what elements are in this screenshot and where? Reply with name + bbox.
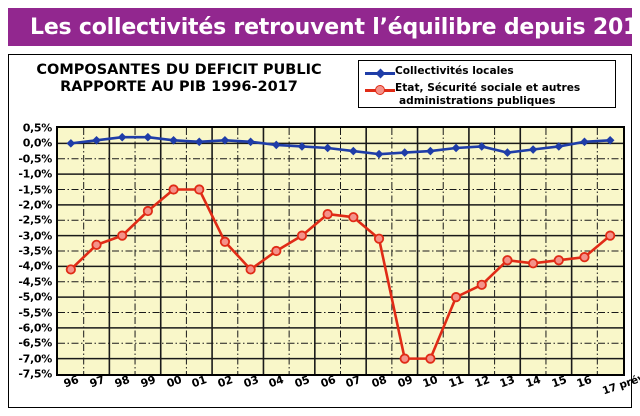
chart-title-line-1: COMPOSANTES DU DEFICIT PUBLIC [36, 62, 322, 78]
x-axis-tick-label: 05 [292, 373, 312, 391]
circle-marker-icon [365, 84, 395, 97]
x-axis-tick-label: 15 [549, 373, 569, 391]
y-axis-tick-label: -7,5% [18, 367, 52, 381]
x-axis-tick-label: 00 [164, 373, 183, 391]
y-axis-tick-label: -5,5% [18, 306, 52, 319]
legend-label-etat-line-2: administrations publiques [399, 94, 556, 107]
legend-label-collectivites-locales: Collectivités locales [395, 65, 514, 77]
plot-area [56, 126, 625, 376]
x-axis-tick-label: 10 [421, 373, 440, 391]
y-axis-tick-label: -7,0% [18, 352, 52, 366]
y-axis-tick-label: 0,5% [22, 121, 53, 135]
page-title: Les collectivités retrouvent l’équilibre… [30, 14, 640, 40]
x-axis-tick-label: 12 [472, 373, 492, 391]
x-axis-tick-label: 96 [61, 373, 81, 391]
x-axis-tick-label: 98 [113, 373, 132, 391]
y-axis-tick-label: -6,0% [18, 321, 52, 335]
x-axis-tick-label: 06 [318, 373, 337, 391]
page-banner: Les collectivités retrouvent l’équilibre… [8, 8, 640, 46]
y-axis-tick-label: -2,5% [18, 213, 52, 227]
y-axis-tick-label: -3,0% [18, 229, 52, 243]
y-axis-tick-label: -1,0% [18, 167, 52, 181]
legend-label-etat-line-1: Etat, Sécurité sociale et autres [395, 82, 581, 94]
x-axis-tick-label: 11 [447, 373, 466, 391]
y-axis-tick-label: -4,0% [18, 259, 52, 273]
chart-legend: Collectivités locales Etat, Sécurité soc… [358, 60, 616, 108]
x-axis-tick-label: 13 [498, 373, 517, 391]
x-axis-tick-label: 02 [215, 373, 235, 391]
chart-canvas [58, 128, 623, 374]
y-axis-tick-label: -3,5% [18, 244, 52, 258]
y-axis-tick-label: -1,5% [18, 183, 52, 196]
legend-label-etat: Etat, Sécurité sociale et autres adminis… [395, 82, 580, 108]
diamond-marker-icon [365, 67, 395, 80]
y-axis-tick-label: -6,5% [18, 336, 52, 350]
y-axis-tick-label: -0,5% [18, 152, 52, 166]
chart-title: COMPOSANTES DU DEFICIT PUBLIC RAPPORTE A… [14, 62, 344, 96]
x-axis-tick-label: 14 [524, 373, 543, 391]
x-axis-tick-label: 16 [575, 373, 594, 391]
x-axis-tick-label: 07 [344, 373, 363, 391]
y-axis-labels: 0,5% 0,0% -0,5% -1,0% -1,5% -2,0% -2,5% -3,0% -3… [0, 0, 52, 416]
x-axis-tick-label: 04 [267, 373, 286, 391]
legend-item-etat: Etat, Sécurité sociale et autres adminis… [365, 82, 580, 108]
x-axis-tick-label: 09 [395, 373, 415, 391]
y-axis-tick-label: -5,0% [18, 290, 52, 304]
x-axis-labels: 96 97 98 99 00 01 02 03 04 05 06 07 08 09 10 11 12 13 14 15… [0, 369, 640, 416]
y-axis-tick-label: 0,0% [22, 136, 53, 150]
x-axis-tick-label: 01 [190, 373, 209, 391]
y-axis-tick-label: -4,5% [18, 275, 52, 289]
legend-item-collectivites-locales: Collectivités locales [365, 65, 514, 80]
x-axis-tick-label: 03 [241, 373, 260, 391]
x-axis-tick-label: 08 [370, 373, 389, 391]
y-axis-tick-label: -2,0% [18, 198, 52, 212]
x-axis-tick-label: 99 [138, 373, 158, 391]
x-axis-tick-label: 97 [87, 373, 106, 391]
chart-title-line-2: RAPPORTE AU PIB 1996-2017 [60, 79, 298, 96]
